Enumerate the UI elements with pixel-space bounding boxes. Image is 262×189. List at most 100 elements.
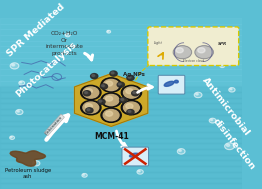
Circle shape bbox=[132, 91, 139, 96]
Circle shape bbox=[107, 31, 109, 32]
Circle shape bbox=[10, 136, 14, 139]
Text: CO₂+H₂O
Or
intermediate
products: CO₂+H₂O Or intermediate products bbox=[45, 31, 83, 56]
Circle shape bbox=[121, 85, 141, 100]
Bar bbox=[0, 172, 242, 178]
Circle shape bbox=[103, 94, 119, 106]
Circle shape bbox=[101, 108, 121, 122]
Circle shape bbox=[133, 91, 136, 94]
Text: Photocatalysis: Photocatalysis bbox=[14, 40, 79, 99]
Bar bbox=[0, 92, 242, 98]
Bar bbox=[0, 132, 242, 138]
FancyBboxPatch shape bbox=[148, 27, 239, 66]
Circle shape bbox=[221, 65, 222, 66]
Circle shape bbox=[16, 109, 23, 115]
Circle shape bbox=[126, 104, 133, 109]
Circle shape bbox=[66, 34, 68, 35]
Bar bbox=[0, 149, 242, 155]
Circle shape bbox=[111, 72, 114, 74]
Circle shape bbox=[138, 170, 140, 172]
Circle shape bbox=[101, 93, 121, 107]
Text: Electron cloud: Electron cloud bbox=[183, 59, 204, 63]
Circle shape bbox=[117, 82, 124, 87]
Bar bbox=[0, 81, 242, 86]
Circle shape bbox=[100, 84, 107, 89]
Circle shape bbox=[107, 30, 111, 33]
Circle shape bbox=[81, 100, 101, 115]
Bar bbox=[0, 121, 242, 126]
Text: Antimicrobial: Antimicrobial bbox=[200, 76, 252, 138]
Circle shape bbox=[19, 81, 25, 85]
Bar bbox=[0, 64, 242, 69]
Text: disinfection: disinfection bbox=[211, 117, 257, 172]
Bar bbox=[0, 69, 242, 75]
Text: Ag NPs: Ag NPs bbox=[123, 72, 145, 77]
Text: SPR Mediated: SPR Mediated bbox=[5, 2, 66, 58]
Text: Petroleum sludge
ash: Petroleum sludge ash bbox=[5, 168, 51, 179]
Bar bbox=[0, 160, 242, 166]
Circle shape bbox=[85, 104, 92, 109]
Bar bbox=[0, 143, 242, 149]
Circle shape bbox=[220, 64, 225, 68]
Circle shape bbox=[118, 83, 121, 85]
Circle shape bbox=[194, 92, 202, 98]
Circle shape bbox=[166, 30, 172, 34]
FancyBboxPatch shape bbox=[122, 147, 149, 166]
Text: MCM-41: MCM-41 bbox=[94, 132, 128, 141]
Bar bbox=[0, 155, 242, 160]
Polygon shape bbox=[10, 151, 45, 166]
Circle shape bbox=[123, 102, 139, 113]
Bar bbox=[0, 58, 242, 64]
Circle shape bbox=[10, 137, 12, 138]
Circle shape bbox=[167, 30, 169, 32]
Bar bbox=[0, 24, 242, 29]
Circle shape bbox=[126, 89, 133, 94]
Circle shape bbox=[103, 79, 119, 91]
Circle shape bbox=[137, 170, 143, 174]
Circle shape bbox=[20, 82, 22, 83]
Circle shape bbox=[106, 81, 113, 86]
Circle shape bbox=[127, 75, 134, 80]
Circle shape bbox=[208, 41, 217, 47]
Bar bbox=[0, 35, 242, 41]
Circle shape bbox=[98, 99, 105, 104]
Circle shape bbox=[12, 64, 15, 66]
Circle shape bbox=[128, 110, 131, 112]
Bar bbox=[0, 126, 242, 132]
Circle shape bbox=[179, 150, 181, 152]
Circle shape bbox=[83, 87, 99, 98]
FancyBboxPatch shape bbox=[158, 75, 185, 94]
Bar bbox=[0, 29, 242, 35]
Bar bbox=[0, 86, 242, 92]
Circle shape bbox=[85, 91, 88, 94]
Circle shape bbox=[210, 119, 213, 121]
Circle shape bbox=[83, 102, 99, 113]
Circle shape bbox=[174, 80, 178, 83]
Circle shape bbox=[92, 74, 95, 77]
Circle shape bbox=[86, 108, 93, 113]
Circle shape bbox=[101, 85, 104, 87]
Circle shape bbox=[101, 78, 121, 92]
Bar bbox=[0, 183, 242, 189]
Circle shape bbox=[103, 110, 119, 121]
Circle shape bbox=[229, 88, 235, 92]
Bar bbox=[0, 178, 242, 183]
Bar bbox=[0, 138, 242, 143]
Circle shape bbox=[195, 46, 213, 59]
Circle shape bbox=[81, 85, 101, 100]
Bar bbox=[0, 98, 242, 104]
Circle shape bbox=[82, 174, 87, 177]
Circle shape bbox=[99, 100, 102, 102]
Ellipse shape bbox=[129, 153, 139, 157]
Circle shape bbox=[65, 33, 70, 37]
Text: SPR: SPR bbox=[218, 42, 227, 46]
Circle shape bbox=[127, 109, 134, 115]
Circle shape bbox=[110, 71, 117, 76]
Bar bbox=[0, 52, 242, 58]
Circle shape bbox=[85, 89, 92, 94]
Circle shape bbox=[210, 42, 213, 44]
Ellipse shape bbox=[164, 81, 174, 86]
Circle shape bbox=[176, 48, 183, 53]
Circle shape bbox=[17, 110, 19, 112]
Circle shape bbox=[173, 46, 192, 59]
Circle shape bbox=[119, 98, 127, 103]
